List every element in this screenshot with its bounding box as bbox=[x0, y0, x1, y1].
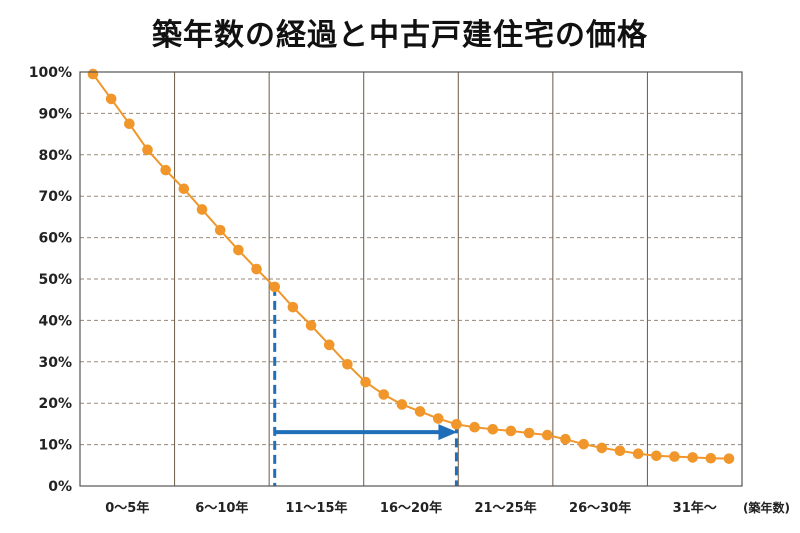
grid bbox=[80, 72, 742, 486]
data-point bbox=[614, 445, 626, 457]
y-tick-label: 70% bbox=[38, 189, 72, 205]
x-tick-label: 26〜30年 bbox=[569, 500, 631, 516]
data-point bbox=[523, 427, 535, 439]
data-point bbox=[451, 419, 462, 430]
data-point bbox=[541, 429, 553, 441]
data-point bbox=[196, 204, 208, 215]
data-point bbox=[87, 68, 99, 80]
data-point bbox=[687, 452, 698, 463]
data-point bbox=[705, 452, 717, 464]
data-point bbox=[432, 413, 444, 424]
y-tick-label: 80% bbox=[38, 148, 72, 164]
chart-title: 築年数の経過と中古戸建住宅の価格 bbox=[152, 18, 648, 53]
x-axis-unit-label: (築年数) bbox=[743, 500, 790, 515]
data-point bbox=[651, 450, 662, 462]
data-point bbox=[178, 183, 190, 195]
series-line bbox=[92, 73, 730, 460]
y-tick-label: 50% bbox=[38, 272, 72, 288]
series bbox=[87, 68, 735, 464]
annotation-arrow-head bbox=[438, 424, 458, 441]
data-point bbox=[124, 118, 135, 130]
data-point bbox=[487, 423, 499, 435]
x-tick-label: 11〜15年 bbox=[285, 500, 347, 516]
data-point bbox=[269, 281, 281, 293]
y-tick-label: 0% bbox=[48, 479, 72, 495]
y-tick-label: 20% bbox=[38, 396, 72, 412]
y-tick-label: 90% bbox=[38, 106, 72, 122]
data-point bbox=[251, 263, 262, 275]
y-tick-label: 30% bbox=[38, 355, 72, 371]
plot-frame bbox=[79, 71, 743, 487]
data-point bbox=[469, 421, 480, 433]
annotation bbox=[273, 286, 458, 486]
y-tick-label: 100% bbox=[29, 65, 72, 81]
data-point bbox=[105, 93, 117, 105]
data-point bbox=[142, 144, 153, 156]
data-point bbox=[669, 451, 680, 462]
x-tick-label: 16〜20年 bbox=[380, 500, 442, 516]
data-point bbox=[233, 244, 244, 256]
data-point bbox=[305, 320, 317, 331]
data-point bbox=[342, 358, 353, 370]
data-point bbox=[360, 376, 371, 388]
data-point bbox=[287, 301, 299, 313]
data-point bbox=[505, 425, 517, 437]
x-tick-label: 6〜10年 bbox=[195, 500, 248, 516]
axes: 100% 90% 80% 70% 60% 50% 40% 30% 20% 10% 0% 0〜5年 6〜1… bbox=[29, 65, 790, 516]
data-point bbox=[578, 438, 589, 450]
data-point bbox=[160, 164, 171, 176]
data-point bbox=[414, 406, 426, 417]
x-tick-label: 21〜25年 bbox=[474, 500, 536, 516]
y-tick-label: 10% bbox=[38, 438, 72, 454]
data-point bbox=[323, 339, 335, 351]
data-point bbox=[396, 399, 408, 410]
y-tick-label: 60% bbox=[38, 231, 72, 247]
data-point bbox=[723, 453, 735, 464]
x-tick-label: 31年〜 bbox=[673, 500, 717, 516]
data-point bbox=[378, 389, 390, 400]
y-tick-label: 40% bbox=[38, 313, 72, 329]
data-point bbox=[560, 433, 571, 445]
data-point bbox=[214, 224, 226, 236]
x-tick-label: 0〜5年 bbox=[105, 500, 149, 516]
data-point bbox=[632, 448, 644, 460]
data-point bbox=[596, 442, 608, 454]
